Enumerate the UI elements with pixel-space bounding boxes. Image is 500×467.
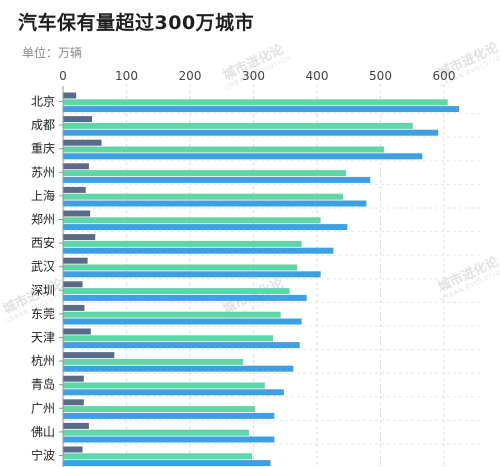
bar (63, 399, 84, 406)
bar (63, 382, 265, 389)
bar (63, 342, 300, 349)
bar (63, 375, 84, 382)
category-label: 武汉 (31, 260, 55, 274)
bar (63, 318, 302, 325)
category-label: 佛山 (31, 425, 55, 439)
x-tick-label: 100 (115, 69, 138, 83)
bar (63, 146, 385, 153)
category-label: 天津 (31, 331, 55, 345)
bar (63, 281, 83, 288)
bar (63, 170, 347, 177)
bar (63, 129, 439, 136)
bar (63, 257, 88, 264)
bar (63, 163, 89, 170)
category-label: 重庆 (31, 142, 55, 156)
bar (63, 139, 102, 146)
bar (63, 122, 413, 129)
bar (63, 304, 85, 311)
category-label: 成都 (31, 118, 55, 132)
bar (63, 224, 348, 231)
x-tick-label: 500 (369, 69, 392, 83)
bar (63, 217, 321, 224)
bar (63, 193, 343, 200)
x-tick-label: 400 (306, 69, 329, 83)
bar (63, 153, 423, 160)
bar (63, 186, 86, 193)
x-tick-label: 0 (59, 69, 67, 83)
category-label: 苏州 (31, 165, 55, 179)
category-label: 杭州 (31, 353, 55, 368)
category-label: 广州 (31, 401, 55, 415)
category-label: 东莞 (31, 307, 55, 321)
bar (63, 92, 77, 99)
bar (63, 453, 253, 460)
bar (63, 422, 89, 429)
category-label: 郑州 (31, 212, 55, 227)
bar (63, 176, 371, 183)
bar (63, 358, 244, 365)
bar (63, 335, 274, 342)
bar (63, 234, 96, 241)
x-tick-label: 200 (179, 69, 202, 83)
bar (63, 294, 307, 301)
category-label: 西安 (31, 235, 55, 250)
bar (63, 264, 298, 271)
bar (63, 106, 460, 113)
category-label: 上海 (31, 188, 55, 203)
x-tick-label: 600 (433, 69, 456, 83)
bar (63, 116, 93, 123)
bar (63, 311, 281, 318)
chart-title: 汽车保有量超过300万城市 (18, 12, 255, 34)
bar (63, 99, 448, 106)
category-label: 深圳 (31, 283, 55, 297)
bar (63, 271, 321, 278)
category-label: 宁波 (31, 448, 55, 463)
bar (63, 200, 367, 207)
bar (63, 406, 256, 413)
bar (63, 389, 284, 396)
bar (63, 446, 83, 453)
bar (63, 240, 302, 247)
bar (63, 247, 334, 254)
bar (63, 429, 249, 436)
unit-label: 单位：万辆 (22, 46, 83, 60)
category-label: 北京 (31, 95, 55, 109)
bar (63, 288, 290, 295)
bar (63, 210, 91, 217)
bar (63, 352, 115, 359)
x-tick-label: 300 (242, 69, 265, 83)
bar (63, 436, 275, 443)
bar (63, 412, 275, 419)
bar (63, 328, 91, 335)
bar (63, 365, 294, 372)
category-label: 青岛 (31, 377, 55, 392)
bar (63, 460, 271, 467)
